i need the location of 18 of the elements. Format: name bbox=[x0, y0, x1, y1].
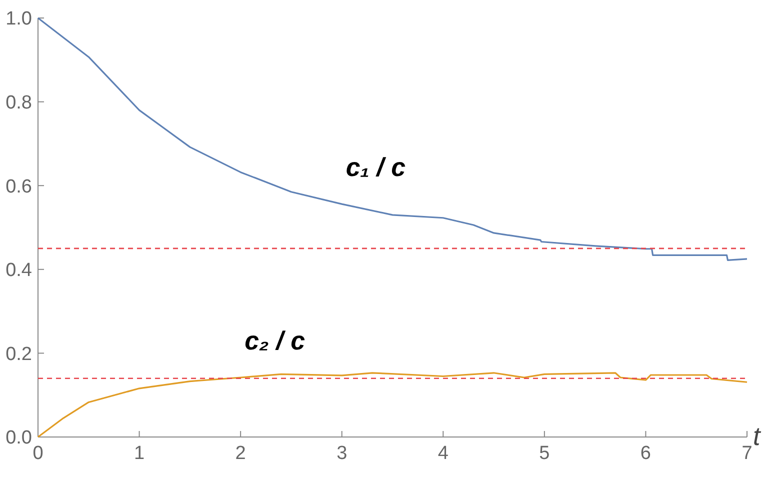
x-axis-title: t bbox=[753, 421, 762, 451]
y-tick-label: 0.4 bbox=[6, 260, 32, 282]
series-label: c₂ / c bbox=[244, 326, 306, 356]
y-tick-label: 1.0 bbox=[6, 8, 32, 30]
series-label: c₁ / c bbox=[346, 152, 406, 182]
x-tick-label: 2 bbox=[235, 443, 246, 464]
x-tick-label: 7 bbox=[742, 443, 752, 464]
x-tick-label: 5 bbox=[539, 443, 550, 464]
x-tick-label: 1 bbox=[134, 443, 145, 464]
x-tick-label: 0 bbox=[32, 443, 44, 464]
y-tick-label: 0.2 bbox=[6, 344, 32, 365]
x-tick-label: 3 bbox=[336, 443, 348, 464]
y-tick-label: 0.0 bbox=[6, 428, 32, 449]
y-tick-label: 0.8 bbox=[6, 92, 32, 114]
x-tick-label: 6 bbox=[640, 443, 652, 464]
line-series bbox=[37, 17, 748, 261]
x-tick-label: 4 bbox=[438, 443, 449, 464]
y-tick-label: 0.6 bbox=[6, 176, 32, 198]
